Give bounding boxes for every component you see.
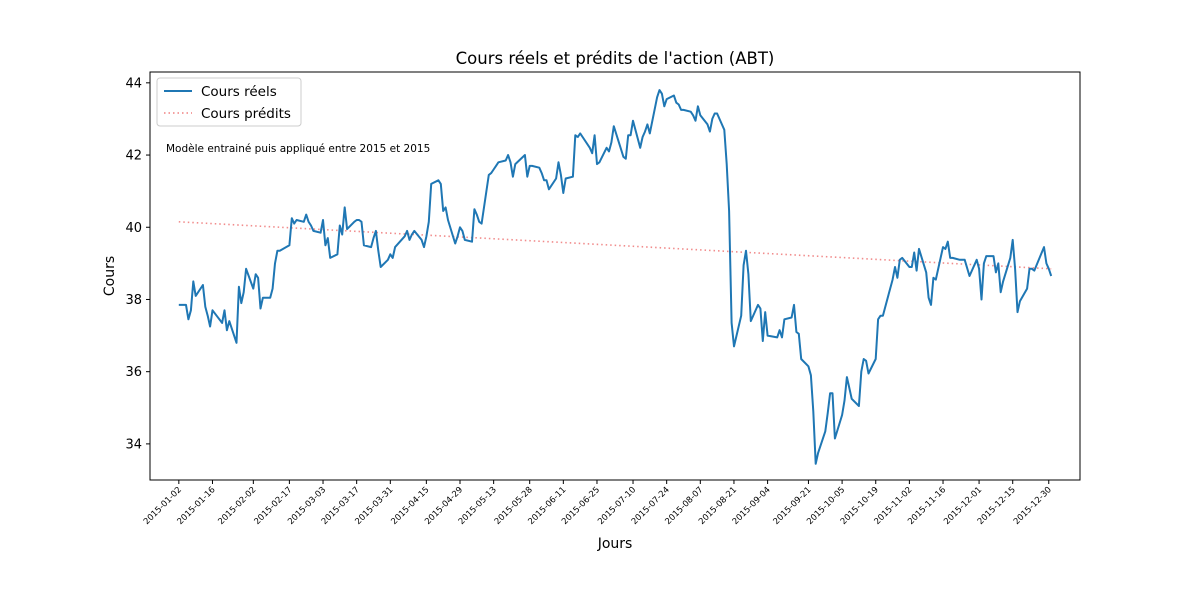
series-line-predicted bbox=[178, 221, 1052, 270]
x-axis-label: Jours bbox=[597, 536, 633, 552]
legend-label-predicted: Cours prédits bbox=[201, 106, 291, 122]
legend: Cours réels Cours prédits bbox=[156, 77, 302, 127]
legend-box bbox=[156, 77, 302, 127]
chart-annotation: Modèle entrainé puis appliqué entre 2015… bbox=[166, 143, 430, 155]
chart-title: Cours réels et prédits de l'action (ABT) bbox=[456, 49, 775, 68]
plot-frame bbox=[149, 71, 1081, 481]
y-tick-label: 36 bbox=[125, 365, 142, 380]
y-axis: 34 36 38 40 42 44 bbox=[125, 76, 150, 452]
y-tick-label: 40 bbox=[125, 221, 142, 236]
y-tick-label: 42 bbox=[125, 149, 142, 164]
y-tick-label: 34 bbox=[125, 437, 142, 452]
y-tick-label: 44 bbox=[125, 76, 142, 91]
y-axis-label: Cours bbox=[102, 256, 118, 296]
series-layer bbox=[178, 89, 1053, 465]
legend-label-actual: Cours réels bbox=[201, 84, 277, 100]
series-line-actual bbox=[178, 89, 1053, 465]
y-tick-label: 38 bbox=[125, 293, 142, 308]
